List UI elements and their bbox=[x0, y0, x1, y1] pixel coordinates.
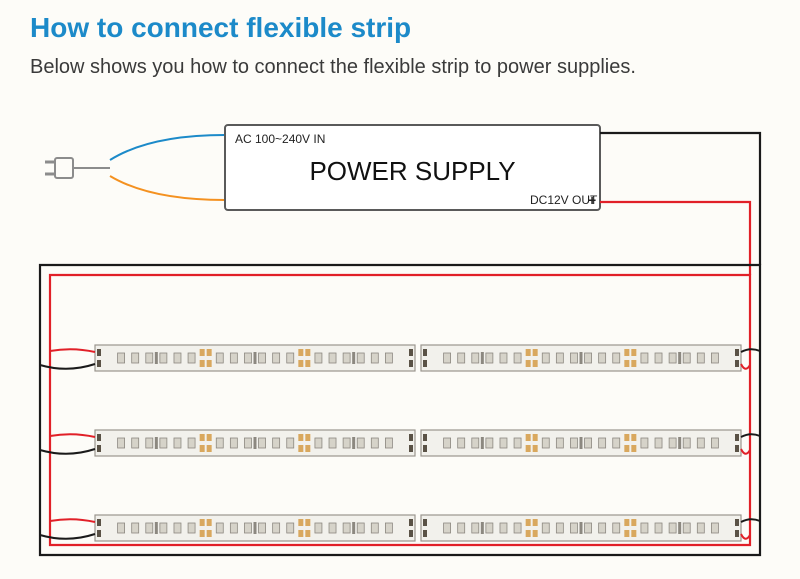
wiring-diagram: AC 100~240V INPOWER SUPPLYDC12V OUT+ bbox=[0, 90, 800, 579]
svg-text:POWER SUPPLY: POWER SUPPLY bbox=[309, 156, 515, 186]
page-subtitle: Below shows you how to connect the flexi… bbox=[30, 56, 636, 79]
svg-text:AC 100~240V IN: AC 100~240V IN bbox=[235, 132, 325, 146]
svg-text:+: + bbox=[588, 192, 596, 208]
page-title: How to connect flexible strip bbox=[30, 12, 411, 44]
